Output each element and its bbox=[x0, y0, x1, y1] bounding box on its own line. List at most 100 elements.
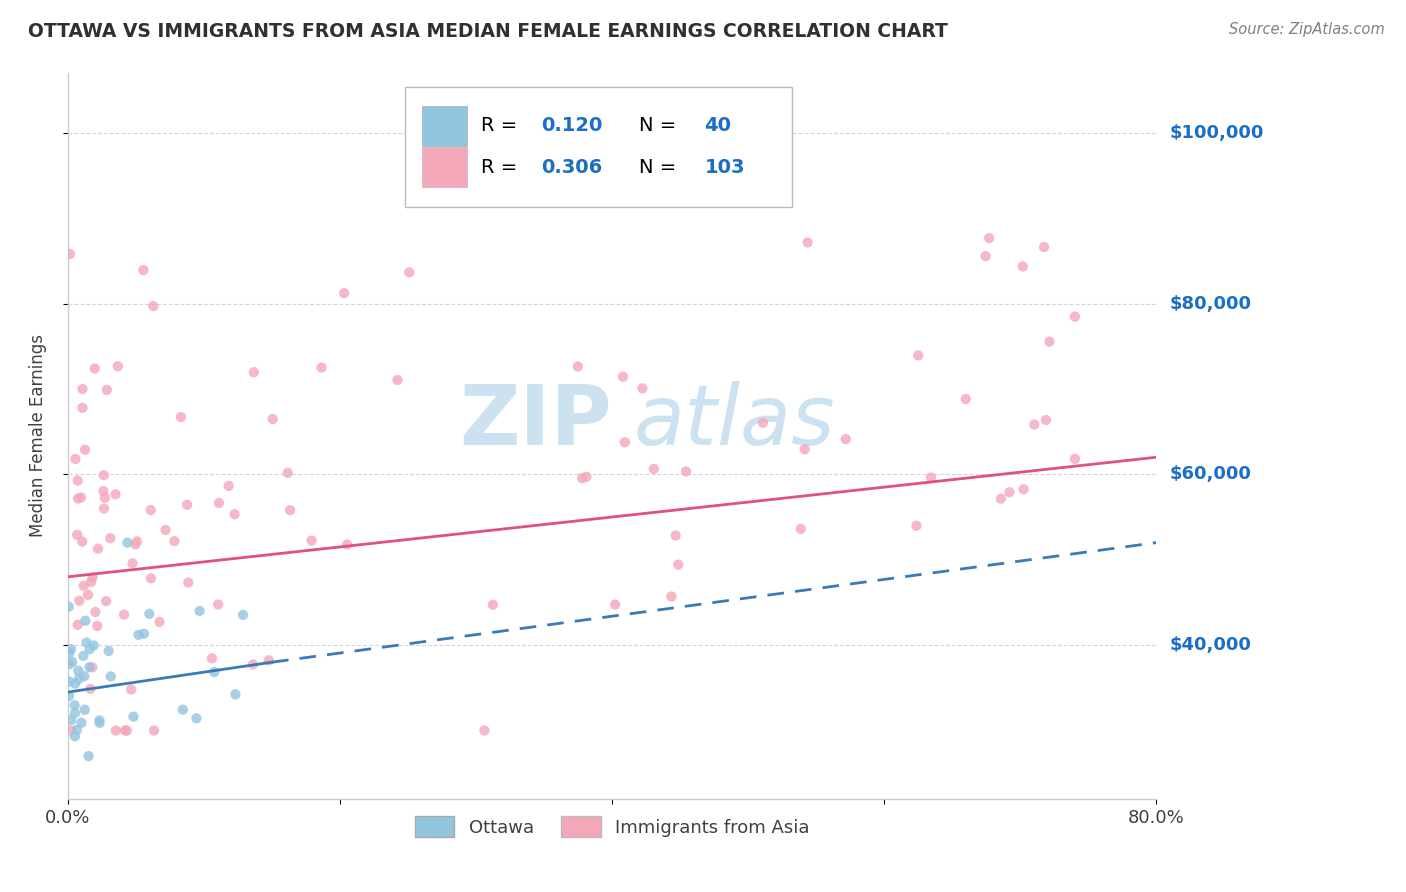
Point bbox=[58, 674, 80, 689]
Point bbox=[67, 593, 90, 607]
Point bbox=[66, 528, 89, 542]
Point bbox=[612, 369, 634, 384]
Point bbox=[72, 648, 94, 663]
Point bbox=[631, 381, 654, 395]
Point bbox=[675, 465, 697, 479]
Point bbox=[83, 361, 105, 376]
Point bbox=[60, 713, 83, 727]
Text: $60,000: $60,000 bbox=[1170, 466, 1251, 483]
Point bbox=[1012, 482, 1035, 496]
Point bbox=[1064, 310, 1087, 324]
Point bbox=[67, 664, 90, 678]
Point bbox=[66, 474, 89, 488]
Text: N =: N = bbox=[640, 117, 676, 136]
Point bbox=[86, 619, 108, 633]
Point bbox=[70, 715, 93, 730]
Point bbox=[60, 723, 83, 738]
Point bbox=[665, 528, 688, 542]
Point bbox=[83, 639, 105, 653]
Point bbox=[132, 263, 155, 277]
Text: 103: 103 bbox=[704, 158, 745, 177]
Point bbox=[398, 265, 420, 279]
Point bbox=[115, 723, 138, 738]
Point bbox=[170, 410, 193, 425]
Point bbox=[122, 709, 145, 723]
Point bbox=[262, 412, 284, 426]
Point bbox=[94, 491, 117, 505]
Point bbox=[124, 537, 146, 551]
Text: ZIP: ZIP bbox=[460, 381, 612, 462]
Point bbox=[72, 382, 94, 396]
Point bbox=[139, 503, 162, 517]
Point bbox=[571, 471, 593, 485]
Point bbox=[224, 687, 246, 701]
Point bbox=[990, 491, 1012, 506]
Point bbox=[97, 644, 120, 658]
Point bbox=[790, 522, 813, 536]
Point bbox=[58, 646, 80, 660]
Point bbox=[73, 579, 96, 593]
Point bbox=[208, 496, 231, 510]
Point bbox=[127, 628, 149, 642]
Point bbox=[142, 299, 165, 313]
Point bbox=[793, 442, 815, 457]
Point bbox=[974, 249, 997, 263]
Bar bbox=[422, 147, 467, 187]
Point bbox=[104, 723, 127, 738]
Point bbox=[63, 706, 86, 720]
Point bbox=[93, 501, 115, 516]
Point bbox=[77, 588, 100, 602]
Point bbox=[177, 575, 200, 590]
Point bbox=[73, 703, 96, 717]
Point bbox=[482, 598, 505, 612]
Point bbox=[73, 669, 96, 683]
Text: $100,000: $100,000 bbox=[1170, 124, 1264, 142]
Point bbox=[82, 660, 104, 674]
Text: atlas: atlas bbox=[634, 381, 835, 462]
Point bbox=[100, 669, 122, 683]
Point bbox=[1011, 260, 1033, 274]
Point bbox=[66, 491, 89, 506]
Point bbox=[1038, 334, 1060, 349]
Point bbox=[94, 594, 117, 608]
Point bbox=[75, 614, 97, 628]
Point bbox=[63, 676, 86, 690]
Text: $80,000: $80,000 bbox=[1170, 294, 1253, 312]
Point bbox=[60, 642, 83, 657]
Point bbox=[278, 503, 301, 517]
Point bbox=[186, 711, 208, 725]
Point bbox=[155, 523, 177, 537]
Point bbox=[613, 435, 636, 450]
Point bbox=[117, 535, 139, 549]
Point bbox=[796, 235, 818, 250]
Point bbox=[387, 373, 409, 387]
Text: 40: 40 bbox=[704, 117, 731, 136]
Point bbox=[66, 723, 89, 737]
Point bbox=[224, 507, 246, 521]
Point bbox=[93, 468, 115, 483]
Text: N =: N = bbox=[640, 158, 676, 177]
Point bbox=[107, 359, 129, 374]
Point bbox=[907, 348, 929, 362]
Point bbox=[243, 365, 266, 379]
Point bbox=[93, 483, 115, 498]
Point bbox=[143, 723, 166, 738]
Point bbox=[998, 485, 1021, 500]
Legend: Ottawa, Immigrants from Asia: Ottawa, Immigrants from Asia bbox=[408, 809, 817, 844]
Point bbox=[336, 537, 359, 551]
Point bbox=[84, 605, 107, 619]
Point bbox=[79, 660, 101, 674]
Point bbox=[63, 698, 86, 713]
Point bbox=[132, 626, 155, 640]
Point bbox=[1033, 240, 1056, 254]
Point bbox=[977, 231, 1000, 245]
Point bbox=[60, 655, 83, 669]
Text: Source: ZipAtlas.com: Source: ZipAtlas.com bbox=[1229, 22, 1385, 37]
Point bbox=[75, 635, 97, 649]
Point bbox=[575, 470, 598, 484]
Point bbox=[661, 590, 683, 604]
Point bbox=[752, 416, 775, 430]
Point bbox=[232, 607, 254, 622]
Point bbox=[139, 571, 162, 585]
Point bbox=[104, 487, 127, 501]
